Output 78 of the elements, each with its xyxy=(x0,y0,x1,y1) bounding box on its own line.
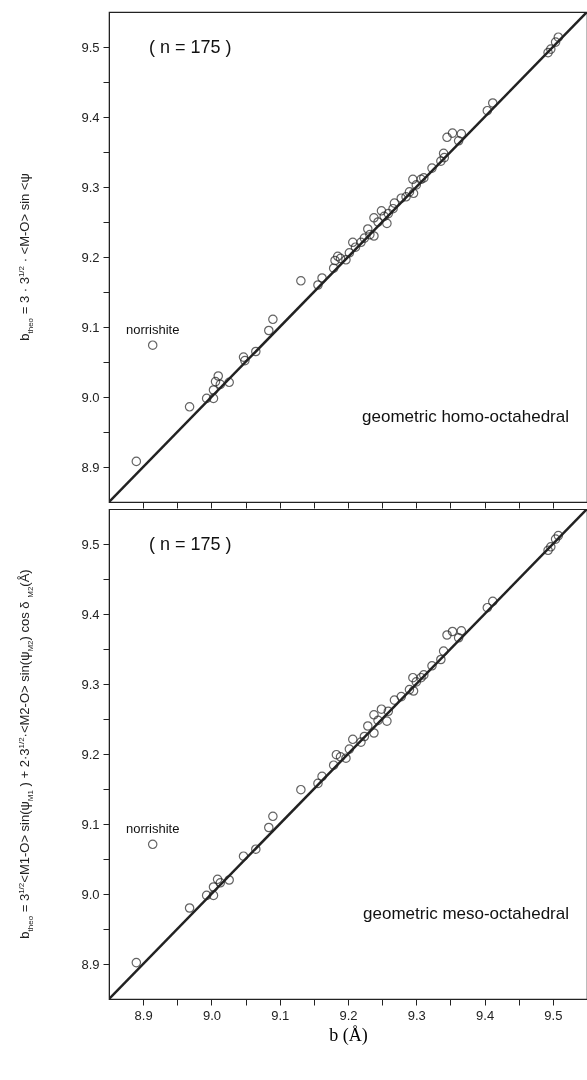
point xyxy=(482,602,493,613)
point xyxy=(447,626,458,637)
annotation: norrishite xyxy=(125,322,180,338)
x-tick-label: 9.5 xyxy=(544,1007,563,1023)
point xyxy=(208,882,219,892)
annotation: ( n = 175 ) xyxy=(149,534,232,554)
y-tick-label: 9.0 xyxy=(81,886,100,902)
y-tick-label: 9.5 xyxy=(81,39,100,55)
point xyxy=(442,630,452,640)
point xyxy=(296,784,306,795)
point xyxy=(201,890,212,901)
point xyxy=(251,844,261,854)
point xyxy=(543,545,553,556)
point xyxy=(427,661,437,671)
point xyxy=(331,749,342,760)
x-tick-label: 9.2 xyxy=(339,1007,358,1023)
point xyxy=(147,839,158,850)
y-tick-label: 9.3 xyxy=(81,676,100,692)
point xyxy=(404,684,415,695)
y-tick-label: 9.1 xyxy=(81,816,100,832)
x-tick-label: 9.4 xyxy=(476,1007,495,1023)
x-axis-title: b (Å) xyxy=(329,1024,368,1046)
point xyxy=(359,731,370,742)
point xyxy=(396,691,407,702)
point xyxy=(383,706,394,717)
point xyxy=(356,737,366,747)
y-tick-label: 9.4 xyxy=(81,109,100,125)
point xyxy=(264,822,274,833)
point xyxy=(553,530,564,541)
y-tick-label: 9.1 xyxy=(81,319,100,335)
point xyxy=(335,752,346,762)
annotation: geometric meso-octahedral xyxy=(363,904,569,923)
point xyxy=(317,771,327,782)
point xyxy=(389,695,400,705)
point xyxy=(341,753,351,763)
point xyxy=(382,716,392,726)
x-tick-label: 9.0 xyxy=(202,1007,221,1023)
x-tick-label: 8.9 xyxy=(134,1007,153,1023)
y-tick-label: 9.5 xyxy=(81,536,100,552)
point xyxy=(408,672,418,683)
annotation: ( n = 175 ) xyxy=(149,37,232,57)
annotation: norrishite xyxy=(125,821,180,837)
point xyxy=(369,710,379,720)
point xyxy=(131,957,142,968)
point xyxy=(215,878,226,888)
x-tick-label: 9.1 xyxy=(271,1007,290,1023)
y-tick-label: 8.9 xyxy=(81,459,100,475)
y-tick-label: 8.9 xyxy=(81,956,100,972)
y-tick-label: 9.0 xyxy=(81,389,100,405)
point xyxy=(238,851,249,861)
point xyxy=(268,811,278,822)
point xyxy=(212,874,223,885)
point xyxy=(369,728,379,738)
point xyxy=(411,677,422,687)
point xyxy=(376,704,387,714)
annotation: geometric homo-octahedral xyxy=(362,407,569,426)
point xyxy=(546,542,556,552)
y-tick-label: 9.2 xyxy=(81,746,100,762)
point xyxy=(363,721,373,731)
point xyxy=(328,760,339,770)
point xyxy=(208,890,219,901)
point xyxy=(344,744,355,754)
point xyxy=(550,534,561,544)
y-tick-label: 9.2 xyxy=(81,249,100,265)
x-tick-label: 9.3 xyxy=(407,1007,426,1023)
point xyxy=(487,596,498,607)
point xyxy=(313,778,323,789)
point xyxy=(438,646,449,656)
point xyxy=(373,715,383,726)
point xyxy=(436,654,446,665)
point xyxy=(408,686,419,696)
point xyxy=(224,875,234,885)
y-tick-label: 9.4 xyxy=(81,606,100,622)
point xyxy=(348,734,358,745)
point xyxy=(453,633,464,643)
point xyxy=(456,626,467,636)
y-tick-label: 9.3 xyxy=(81,179,100,195)
point xyxy=(184,903,195,913)
